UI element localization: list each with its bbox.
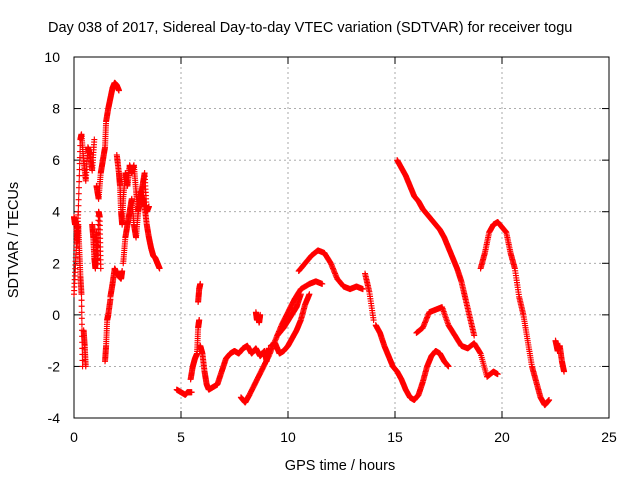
x-tick-label: 10 [280,429,296,445]
x-tick-label: 5 [177,429,185,445]
data-point [76,178,83,185]
data-point [306,291,313,298]
data-point [75,196,82,203]
y-axis-label: SDTVAR / TECUs [6,182,22,298]
data-point [75,208,82,215]
series-s5 [93,79,122,202]
series-s23 [477,219,553,409]
series-s17 [274,291,304,339]
series-s22 [413,304,501,380]
y-tick-label: 2 [52,255,60,271]
series-s4 [89,208,104,272]
series-s20 [372,322,452,403]
series-s11 [187,317,203,383]
data-point [91,136,98,143]
y-tick-label: -4 [48,410,61,426]
data-point [196,317,203,324]
data-point [257,311,264,318]
series-s19 [362,270,377,324]
series-s6 [102,296,114,365]
series-s7 [107,265,126,300]
series-s14 [252,309,264,326]
data-point [115,87,122,94]
data-point [76,166,83,173]
gridlines [74,57,609,418]
data-point [445,363,452,370]
series-s21 [394,157,478,339]
x-tick-labels: 0 5 10 15 20 25 [70,429,617,445]
x-tick-label: 25 [601,429,617,445]
x-tick-label: 15 [387,429,403,445]
data-point [78,309,85,316]
y-tick-label: 8 [52,101,60,117]
data-point [471,332,478,339]
data-point [78,321,85,328]
data-point [546,396,553,403]
data-point [188,389,195,396]
data-marks [71,79,568,409]
series-s15 [237,278,326,406]
series-s9 [120,170,152,267]
data-point [359,286,366,293]
y-tick-label: -2 [48,358,61,374]
series-s10 [173,386,195,398]
series-s18 [295,247,366,293]
series-s3 [80,327,89,370]
data-point [75,190,82,197]
y-tick-label: 10 [44,49,60,65]
data-point [78,291,85,298]
data-point [78,303,85,310]
data-point [75,202,82,209]
data-point [494,371,501,378]
x-tick-label: 0 [70,429,78,445]
x-axis-label: GPS time / hours [285,458,395,474]
data-point [75,184,82,191]
data-point [78,297,85,304]
data-point [82,363,89,370]
data-point [561,368,568,375]
y-tick-label: 0 [52,307,60,323]
series-s16 [267,291,313,357]
data-point [297,291,304,298]
series-s12 [195,280,204,305]
data-point [145,203,152,210]
data-point [97,265,104,272]
data-point [78,315,85,322]
series-s1 [71,131,98,298]
data-point [319,280,326,287]
data-point [156,265,163,272]
y-tick-label: 4 [52,204,60,220]
series-s24 [552,337,568,375]
data-point [119,268,126,275]
data-point [370,317,377,324]
y-tick-label: 6 [52,152,60,168]
data-point [76,172,83,179]
y-tick-labels: -4 -2 0 2 4 6 8 10 [44,49,60,426]
data-point [197,280,204,287]
x-tick-label: 20 [494,429,510,445]
chart-title: Day 038 of 2017, Sidereal Day-to-day VTE… [48,20,572,36]
data-point [79,357,86,364]
